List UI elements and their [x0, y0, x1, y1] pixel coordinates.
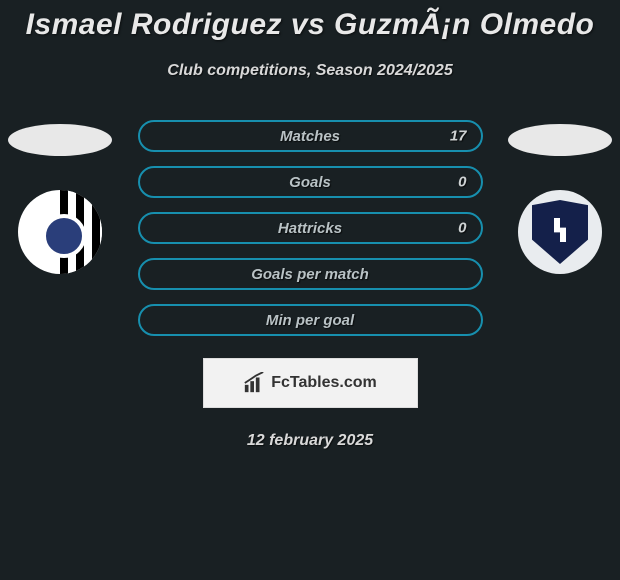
- stat-value: 0: [458, 174, 466, 191]
- bar-chart-icon: [243, 372, 265, 394]
- club-badge-left: [18, 190, 102, 274]
- comparison-panel: Matches 17 Goals 0 Hattricks 0 Goals per…: [0, 120, 620, 450]
- stat-value: 17: [450, 128, 467, 145]
- stat-label: Goals per match: [251, 266, 369, 283]
- comparison-date: 12 february 2025: [0, 432, 620, 450]
- stat-row-min-per-goal: Min per goal: [138, 304, 483, 336]
- stat-label: Min per goal: [266, 312, 354, 329]
- subtitle: Club competitions, Season 2024/2025: [0, 62, 620, 80]
- stats-list: Matches 17 Goals 0 Hattricks 0 Goals per…: [138, 120, 483, 336]
- stat-label: Matches: [280, 128, 340, 145]
- stat-row-goals-per-match: Goals per match: [138, 258, 483, 290]
- stat-label: Goals: [289, 174, 331, 191]
- stat-row-goals: Goals 0: [138, 166, 483, 198]
- fctables-logo-box: FcTables.com: [203, 358, 418, 408]
- team-right-column: [500, 120, 620, 274]
- fctables-logo-text: FcTables.com: [271, 374, 377, 392]
- team-left-column: [0, 120, 120, 274]
- stat-label: Hattricks: [278, 220, 342, 237]
- player-left-oval: [8, 124, 112, 156]
- stat-value: 0: [458, 220, 466, 237]
- stat-row-matches: Matches 17: [138, 120, 483, 152]
- player-right-oval: [508, 124, 612, 156]
- stat-row-hattricks: Hattricks 0: [138, 212, 483, 244]
- club-badge-right: [518, 190, 602, 274]
- page-title: Ismael Rodriguez vs GuzmÃ¡n Olmedo: [0, 0, 620, 42]
- shield-icon: [532, 200, 588, 264]
